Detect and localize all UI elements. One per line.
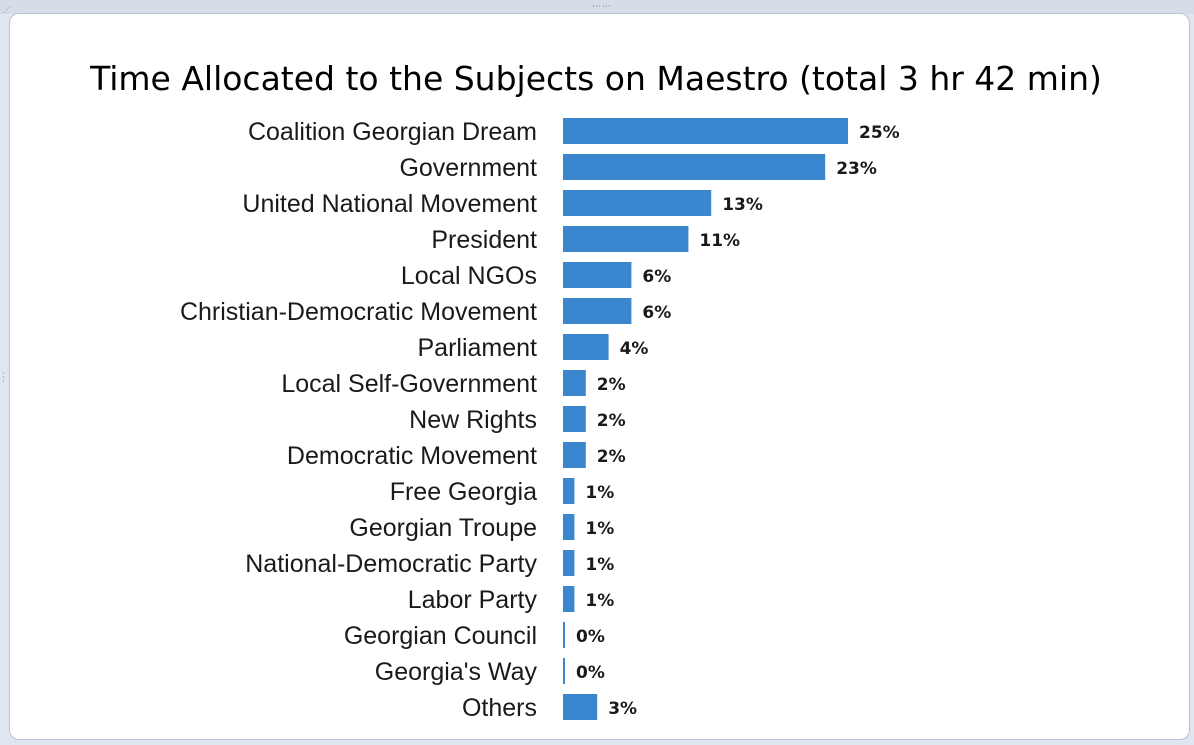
data-label: 6% — [642, 267, 671, 287]
bar — [563, 622, 565, 648]
bar — [563, 658, 565, 684]
bar — [563, 298, 632, 324]
bar — [563, 190, 712, 216]
data-label: 1% — [585, 483, 614, 503]
data-label: 1% — [585, 519, 614, 539]
bar — [563, 442, 586, 468]
category-label: Democratic Movement — [287, 442, 537, 470]
window-top-strip — [0, 0, 1194, 14]
bar — [563, 118, 848, 144]
bars-layer: Coalition Georgian Dream 25% Government 23%… — [180, 118, 900, 722]
corner-resize-handle[interactable]: ⋰ — [3, 5, 11, 14]
bar — [563, 694, 598, 720]
bar — [563, 226, 689, 252]
chart-title: Time Allocated to the Subjects on Maestr… — [89, 59, 1102, 98]
data-label: 2% — [597, 375, 626, 395]
data-label: 0% — [576, 627, 605, 647]
category-label: President — [431, 226, 537, 254]
category-label: National-Democratic Party — [245, 550, 537, 578]
bar — [563, 334, 609, 360]
category-label: Georgian Troupe — [349, 514, 537, 542]
category-label: United National Movement — [242, 190, 537, 218]
data-label: 13% — [722, 195, 763, 215]
category-label: Christian-Democratic Movement — [180, 298, 537, 326]
data-label: 4% — [620, 339, 649, 359]
top-resize-grip-icon[interactable]: ⋯⋯ — [592, 2, 612, 12]
data-label: 2% — [597, 411, 626, 431]
data-label: 25% — [859, 123, 900, 143]
data-label: 3% — [608, 699, 637, 719]
bar — [563, 514, 575, 540]
data-label: 1% — [585, 555, 614, 575]
data-label: 11% — [699, 231, 740, 251]
data-label: 1% — [585, 591, 614, 611]
category-label: Free Georgia — [390, 478, 537, 506]
bar — [563, 550, 575, 576]
category-label: Others — [462, 694, 537, 722]
left-resize-grip-icon[interactable]: · · · — [2, 369, 5, 387]
bar — [563, 586, 575, 612]
category-label: Parliament — [418, 334, 538, 362]
category-label: Coalition Georgian Dream — [248, 118, 537, 146]
category-label: Local Self-Government — [281, 370, 537, 398]
category-label: Georgian Council — [344, 622, 537, 650]
category-label: Government — [399, 154, 537, 182]
bar — [563, 154, 826, 180]
category-label: Georgia's Way — [375, 658, 538, 686]
category-label: New Rights — [409, 406, 537, 434]
data-label: 6% — [642, 303, 671, 323]
bar — [563, 406, 586, 432]
category-label: Local NGOs — [401, 262, 537, 290]
category-label: Labor Party — [408, 586, 538, 614]
data-label: 0% — [576, 663, 605, 683]
bar — [563, 262, 632, 288]
bar — [563, 370, 586, 396]
data-label: 2% — [597, 447, 626, 467]
data-label: 23% — [836, 159, 877, 179]
bar — [563, 478, 575, 504]
